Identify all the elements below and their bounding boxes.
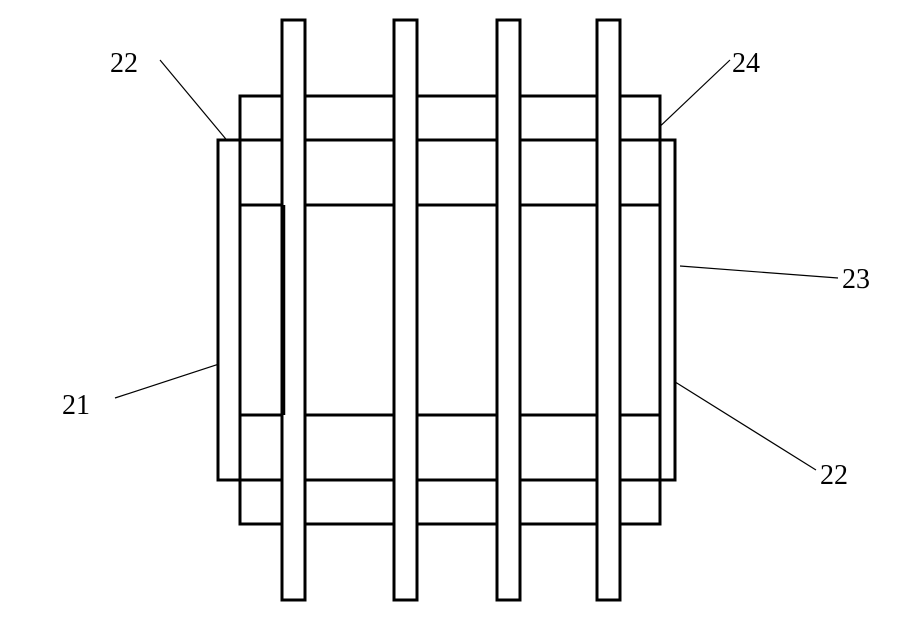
cooling-fin bbox=[497, 20, 520, 600]
callout-label-22-bottom-right: 22 bbox=[820, 460, 848, 492]
callout-label-22-top-left: 22 bbox=[110, 48, 138, 80]
cooling-fin bbox=[597, 20, 620, 600]
cooling-fin bbox=[394, 20, 417, 600]
callout-label-23-right: 23 bbox=[842, 264, 870, 296]
callout-label-24-top-right: 24 bbox=[732, 48, 760, 80]
leader-line bbox=[680, 266, 838, 278]
callout-label-21-bottom-left: 21 bbox=[62, 390, 90, 422]
cooling-fin bbox=[282, 20, 305, 600]
mechanical-section-diagram bbox=[0, 0, 905, 617]
